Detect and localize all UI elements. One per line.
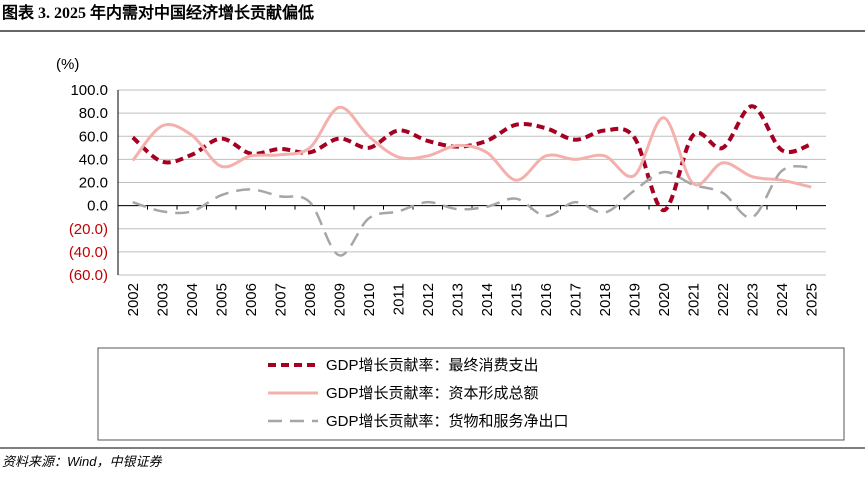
y-tick-label: 60.0 bbox=[79, 128, 108, 145]
y-tick-label: 0.0 bbox=[87, 198, 108, 215]
series-line bbox=[132, 165, 812, 257]
x-tick-label: 2013 bbox=[449, 283, 466, 316]
legend-box bbox=[97, 347, 845, 441]
y-tick-label: 80.0 bbox=[79, 105, 108, 122]
y-tick-label: 20.0 bbox=[79, 175, 108, 192]
x-tick-label: 2015 bbox=[508, 283, 525, 316]
y-tick-label: (60.0) bbox=[69, 267, 108, 284]
series-line bbox=[131, 105, 812, 189]
x-tick-label: 2017 bbox=[567, 283, 584, 316]
x-tick-label: 2011 bbox=[390, 283, 407, 315]
x-tick-label: 2022 bbox=[715, 283, 732, 316]
x-tick-label: 2010 bbox=[361, 283, 378, 316]
x-tick-label: 2016 bbox=[538, 283, 555, 316]
y-tick-label: (20.0) bbox=[69, 221, 108, 238]
x-tick-label: 2021 bbox=[685, 283, 702, 316]
legend-label: GDP增长贡献率：货物和服务净出口 bbox=[326, 413, 569, 430]
x-tick-label: 2006 bbox=[243, 283, 260, 316]
legend-label: GDP增长贡献率：最终消费支出 bbox=[326, 357, 539, 374]
x-tick-label: 2009 bbox=[331, 283, 348, 316]
legend-label: GDP增长贡献率：资本形成总额 bbox=[326, 385, 539, 402]
chart-title: 图表 3. 2025 年内需对中国经济增长贡献偏低 bbox=[2, 3, 314, 22]
y-tick-label: 40.0 bbox=[79, 151, 108, 168]
x-tick-label: 2019 bbox=[626, 283, 643, 316]
x-tick-label: 2012 bbox=[420, 283, 437, 316]
y-unit: (%) bbox=[56, 56, 79, 73]
y-tick-label: (40.0) bbox=[69, 244, 108, 261]
source: 资料来源：Wind，中银证券 bbox=[2, 454, 163, 469]
y-tick-label: 100.0 bbox=[70, 82, 108, 99]
x-tick-label: 2005 bbox=[213, 283, 230, 316]
x-tick-label: 2002 bbox=[125, 283, 142, 316]
x-tick-label: 2024 bbox=[774, 283, 791, 316]
x-tick-label: 2023 bbox=[744, 283, 761, 316]
x-tick-label: 2014 bbox=[479, 283, 496, 316]
x-tick-label: 2008 bbox=[302, 283, 319, 316]
x-tick-label: 2004 bbox=[184, 283, 201, 316]
x-tick-label: 2018 bbox=[597, 283, 614, 316]
x-tick-label: 2003 bbox=[154, 283, 171, 316]
series-line bbox=[131, 104, 812, 213]
x-tick-label: 2020 bbox=[656, 283, 673, 316]
x-tick-label: 2007 bbox=[272, 283, 289, 316]
x-tick-label: 2025 bbox=[803, 283, 820, 316]
